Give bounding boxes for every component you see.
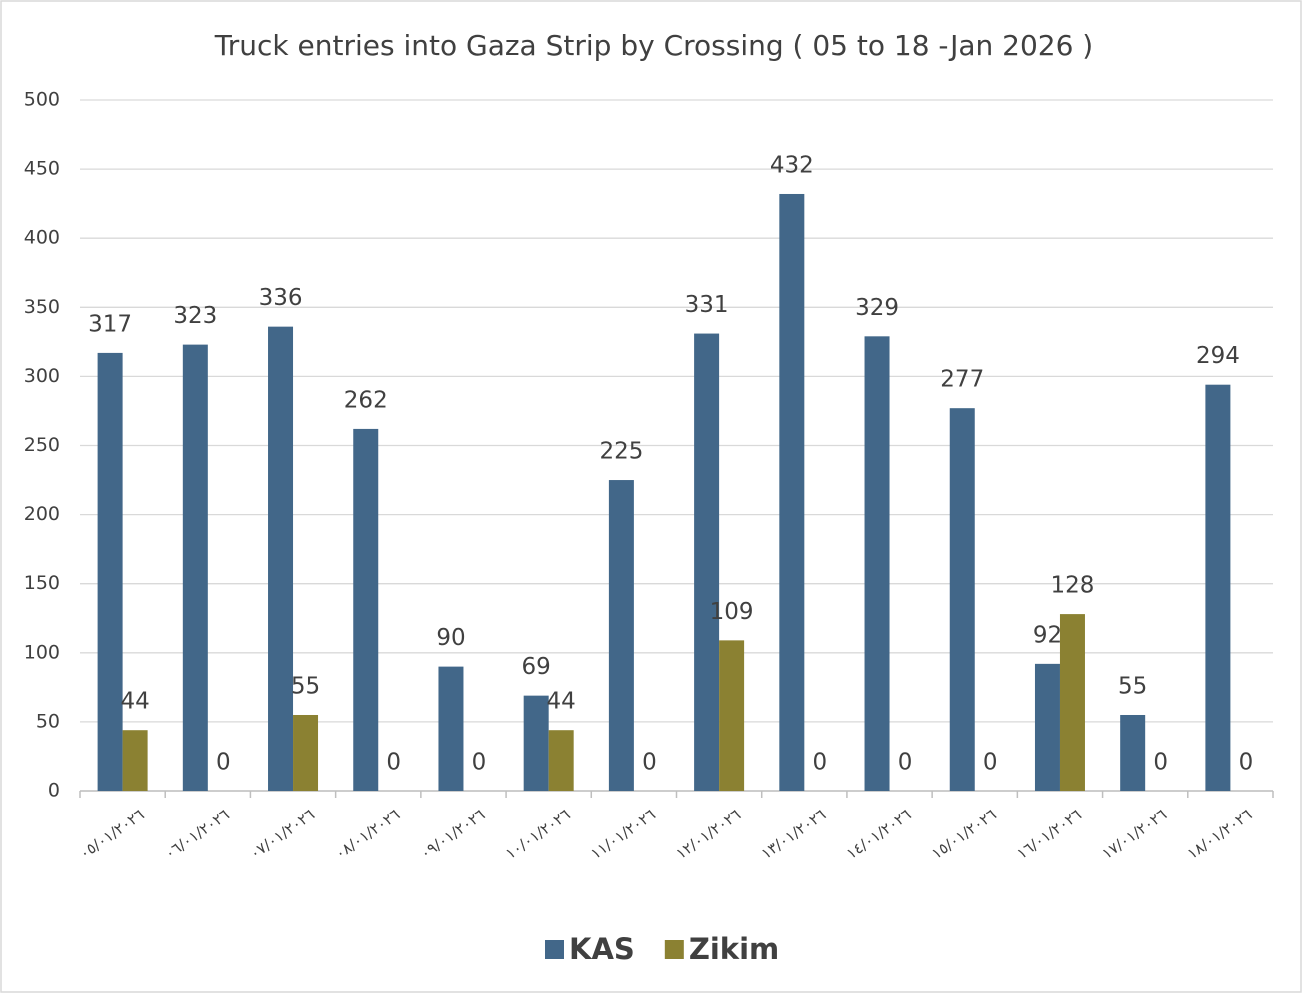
value-label: 90	[436, 625, 465, 651]
value-label: 262	[344, 387, 388, 413]
value-label: 317	[88, 311, 132, 337]
bar	[97, 352, 123, 791]
y-tick-label: 50	[36, 710, 60, 732]
bar	[1120, 714, 1146, 791]
y-tick-label: 100	[24, 641, 60, 663]
value-label: 329	[855, 295, 899, 321]
y-tick-label: 0	[48, 780, 60, 802]
value-label: 0	[898, 750, 913, 776]
bar	[293, 714, 319, 791]
value-label: 0	[1239, 750, 1254, 776]
legend-swatch	[545, 940, 564, 959]
bar	[182, 344, 208, 791]
value-label: 336	[259, 285, 303, 311]
bar	[523, 695, 549, 791]
value-label: 0	[386, 750, 401, 776]
bar	[1034, 663, 1060, 791]
value-label: 0	[642, 750, 657, 776]
value-label: 323	[173, 303, 217, 329]
chart-title: Truck entries into Gaza Strip by Crossin…	[214, 29, 1093, 62]
bar	[864, 336, 890, 791]
value-label: 432	[770, 152, 814, 178]
y-tick-label: 500	[24, 89, 60, 111]
value-label: 92	[1033, 622, 1062, 648]
bar	[608, 480, 634, 791]
y-tick-label: 350	[24, 296, 60, 318]
bar	[438, 666, 464, 791]
value-label: 225	[599, 439, 643, 465]
value-label: 69	[522, 654, 551, 680]
value-label: 0	[813, 750, 828, 776]
y-tick-label: 450	[24, 158, 60, 180]
bar	[353, 428, 379, 791]
value-label: 44	[120, 689, 149, 715]
bar	[719, 640, 745, 791]
bar	[1205, 384, 1231, 791]
value-label: 44	[547, 689, 576, 715]
bar	[548, 730, 574, 791]
value-label: 55	[1118, 673, 1147, 699]
y-tick-label: 250	[24, 434, 60, 456]
value-label: 0	[216, 750, 231, 776]
bar	[268, 326, 294, 791]
y-tick-label: 200	[24, 503, 60, 525]
value-label: 277	[940, 367, 984, 393]
legend-swatch	[664, 940, 684, 959]
value-label: 0	[983, 750, 998, 776]
value-label: 109	[710, 599, 754, 625]
y-tick-label: 150	[24, 572, 60, 594]
value-label: 331	[685, 292, 729, 318]
bar	[949, 408, 975, 791]
value-label: 0	[472, 750, 487, 776]
bar	[694, 333, 720, 791]
value-label: 128	[1051, 573, 1095, 599]
bar	[122, 730, 148, 791]
value-label: 55	[291, 673, 320, 699]
value-label: 0	[1153, 750, 1168, 776]
value-label: 294	[1196, 343, 1240, 369]
legend-label: Zikim	[689, 932, 779, 966]
legend-item: KAS	[545, 932, 635, 966]
y-tick-label: 400	[24, 227, 60, 249]
legend-item: Zikim	[664, 932, 779, 966]
bar	[779, 193, 805, 791]
legend-label: KAS	[569, 932, 635, 966]
bar	[1059, 614, 1085, 791]
y-tick-label: 300	[24, 365, 60, 387]
